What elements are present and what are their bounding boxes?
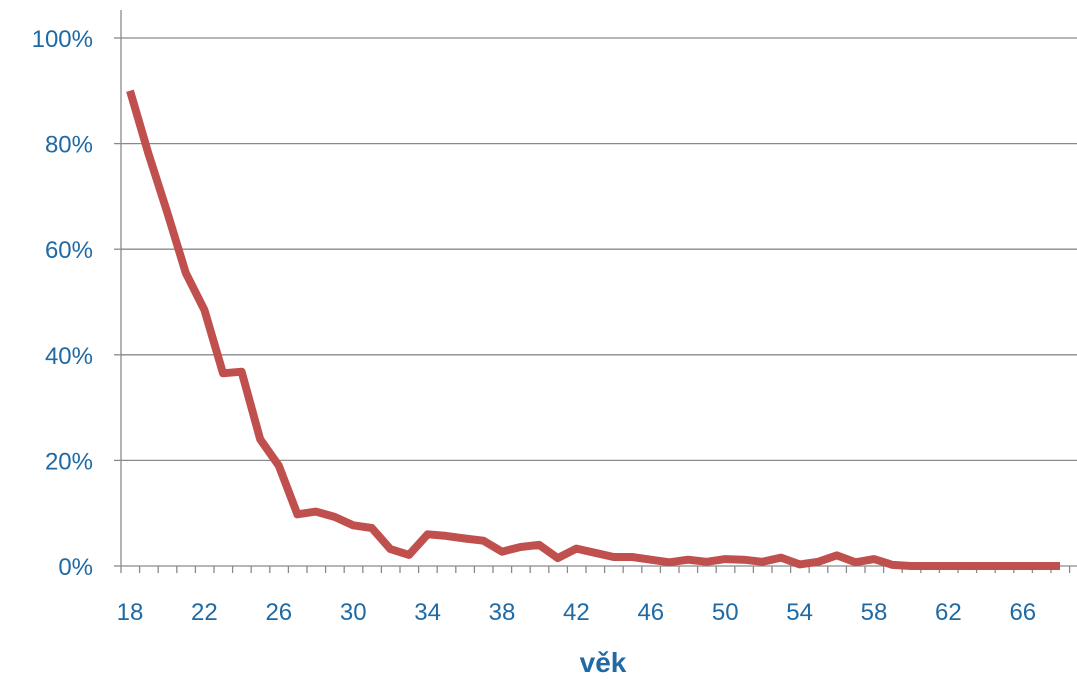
x-tick-label: 34 xyxy=(414,599,441,626)
axes xyxy=(114,10,1077,573)
x-tick-label: 58 xyxy=(861,599,888,626)
x-tick-label: 22 xyxy=(191,599,218,626)
x-tick-label: 46 xyxy=(637,599,664,626)
y-tick-label: 80% xyxy=(45,132,93,159)
series-line xyxy=(126,89,1060,570)
y-tick-label: 0% xyxy=(58,554,93,581)
y-tick-label: 20% xyxy=(45,448,93,475)
x-tick-label: 66 xyxy=(1009,599,1036,626)
y-tick-labels: 0% 20% 40% 60% 80% 100% xyxy=(32,26,93,581)
gridlines xyxy=(121,37,1077,462)
series-group xyxy=(126,89,1061,570)
y-tick-label: 60% xyxy=(45,237,93,264)
x-tick-label: 50 xyxy=(712,599,739,626)
x-axis-title: věk xyxy=(580,647,627,678)
x-tick-label: 30 xyxy=(340,599,367,626)
x-tick-label: 42 xyxy=(563,599,590,626)
y-tick-label: 40% xyxy=(45,343,93,370)
x-tick-label: 38 xyxy=(489,599,516,626)
x-tick-labels: 18 22 26 30 34 38 42 46 50 54 58 62 66 xyxy=(117,599,1037,626)
y-tick-label: 100% xyxy=(32,26,93,53)
x-tick-label: 54 xyxy=(786,599,813,626)
x-tick-label: 26 xyxy=(265,599,292,626)
x-tick-label: 18 xyxy=(117,599,144,626)
x-tick-label: 62 xyxy=(935,599,962,626)
